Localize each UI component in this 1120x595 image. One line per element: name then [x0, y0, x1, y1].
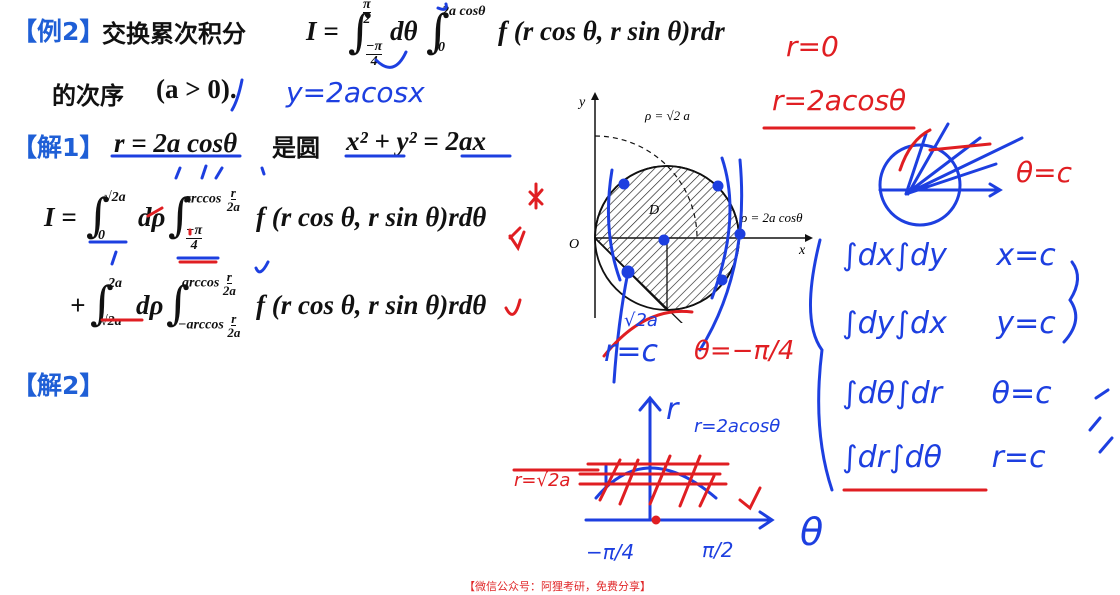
plus-sign: + [70, 290, 86, 320]
x-axis-label: x [798, 243, 806, 258]
note-r-2acos: r=2acosθ [772, 84, 907, 117]
inner-lower-limit: 0 [438, 40, 445, 55]
inner-upper-limit: 2a cosθ [442, 4, 486, 19]
int2-sign: ∫ [168, 188, 192, 242]
note-neg-pi4: −π/4 [586, 540, 635, 564]
y-axis-label: y [577, 95, 586, 110]
solution1-lhs: I = [44, 202, 77, 232]
note-y-eq: y=2acosx [286, 76, 425, 109]
int1-lower: 0 [98, 228, 105, 243]
note-r-2acos-small: r=2acosθ [694, 416, 781, 437]
int2-upper: arccos r 2a [184, 185, 240, 214]
blue-ink [88, 2, 1114, 530]
order-row-cond: x=c [996, 238, 1056, 273]
solution1-integrand2: f (r cos θ, r sin θ)rdθ [256, 290, 487, 320]
solution1-integrand: f (r cos θ, r sin θ)rdθ [256, 202, 487, 232]
order-row-expr: ∫dy∫dx [842, 306, 947, 341]
order-row-expr: ∫dx∫dy [842, 238, 947, 273]
order-row-cond: y=c [996, 306, 1056, 341]
note-theta-c: θ=c [1016, 156, 1072, 189]
solution1-is-circle: 是圆 [272, 134, 320, 162]
inner-integral-sign: ∫ [426, 4, 450, 58]
int4-upper: arccos r 2a [182, 269, 236, 298]
problem-lhs: I = [306, 16, 339, 46]
note-theta-neg: θ=−π/4 [694, 336, 795, 366]
order-row-4: ∫dr∫dθ r=c [842, 440, 1046, 475]
outer-integral-sign: ∫ [348, 4, 372, 58]
int3-upper: 2a [108, 276, 122, 291]
origin-label: O [569, 237, 579, 252]
order-row-cond: θ=c [991, 376, 1052, 411]
arc-label: ρ = √2 a [644, 108, 690, 123]
order-row-expr: ∫dr∫dθ [842, 440, 943, 475]
int3-drho: dρ [136, 290, 164, 320]
order-text: 的次序 [52, 82, 124, 110]
solution1-polar-eq: r = 2a cosθ [114, 128, 238, 158]
red-ink [100, 126, 992, 525]
note-r-sqrt2a: r=√2a [514, 470, 571, 491]
problem-integrand: f (r cos θ, r sin θ)rdr [498, 16, 725, 46]
order-row-1: ∫dx∫dy x=c [842, 238, 1056, 273]
outer-dtheta: dθ [390, 16, 418, 46]
int4-lower: −arccos r 2a [178, 311, 241, 340]
note-r-c: r=c [604, 334, 658, 369]
int3-sign: ∫ [90, 276, 114, 330]
outer-lower-limit: −π 4 [366, 39, 383, 69]
order-row-3: ∫dθ∫dr θ=c [842, 376, 1052, 411]
example-tag: 【例2】 [12, 17, 105, 46]
solution2-tag: 【解2】 [12, 371, 105, 400]
circle-label: ρ = 2a cosθ [740, 210, 803, 225]
int1-upper: √2a [104, 190, 126, 205]
note-pi2: π/2 [702, 538, 734, 562]
region-label: D [648, 203, 659, 218]
condition: (a > 0). [156, 74, 237, 104]
note-r0: r=0 [786, 30, 839, 63]
note-theta-axis: θ [800, 510, 824, 554]
int1-sign: ∫ [86, 188, 110, 242]
problem-title: 交换累次积分 [102, 20, 246, 48]
order-row-expr: ∫dθ∫dr [842, 376, 943, 411]
note-sqrt2a: √2a [624, 310, 658, 331]
note-r-axis: r [666, 392, 679, 427]
solution1-tag: 【解1】 [12, 133, 105, 162]
watermark-text: 【微信公众号：阿狸考研，免费分享】 [464, 580, 651, 593]
solution1-circle-eq: x² + y² = 2ax [346, 126, 486, 156]
order-row-2: ∫dy∫dx y=c [842, 306, 1056, 341]
int4-sign: ∫ [166, 276, 190, 330]
arc-sqrt2a [594, 135, 698, 239]
order-row-cond: r=c [991, 440, 1046, 475]
